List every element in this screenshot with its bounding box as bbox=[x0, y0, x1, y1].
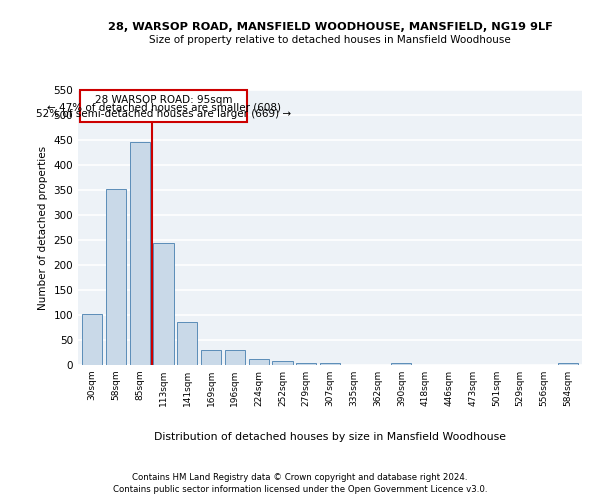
Bar bbox=[320, 363, 340, 365]
Bar bbox=[82, 314, 103, 365]
Bar bbox=[177, 322, 197, 365]
Text: 28, WARSOP ROAD, MANSFIELD WOODHOUSE, MANSFIELD, NG19 9LF: 28, WARSOP ROAD, MANSFIELD WOODHOUSE, MA… bbox=[107, 22, 553, 32]
Bar bbox=[106, 189, 126, 365]
Text: ← 47% of detached houses are smaller (608): ← 47% of detached houses are smaller (60… bbox=[47, 102, 281, 112]
Bar bbox=[154, 242, 173, 365]
Y-axis label: Number of detached properties: Number of detached properties bbox=[38, 146, 48, 310]
Text: Distribution of detached houses by size in Mansfield Woodhouse: Distribution of detached houses by size … bbox=[154, 432, 506, 442]
Bar bbox=[296, 362, 316, 365]
Bar bbox=[201, 350, 221, 365]
Text: 52% of semi-detached houses are larger (669) →: 52% of semi-detached houses are larger (… bbox=[36, 109, 291, 119]
Bar bbox=[130, 142, 150, 365]
Text: Size of property relative to detached houses in Mansfield Woodhouse: Size of property relative to detached ho… bbox=[149, 35, 511, 45]
Bar bbox=[391, 363, 412, 365]
Text: Contains public sector information licensed under the Open Government Licence v3: Contains public sector information licen… bbox=[113, 485, 487, 494]
Text: Contains HM Land Registry data © Crown copyright and database right 2024.: Contains HM Land Registry data © Crown c… bbox=[132, 472, 468, 482]
Text: 28 WARSOP ROAD: 95sqm: 28 WARSOP ROAD: 95sqm bbox=[95, 95, 232, 105]
FancyBboxPatch shape bbox=[80, 90, 247, 122]
Bar bbox=[225, 350, 245, 365]
Bar bbox=[248, 358, 269, 365]
Bar bbox=[272, 361, 293, 365]
Bar bbox=[557, 363, 578, 365]
